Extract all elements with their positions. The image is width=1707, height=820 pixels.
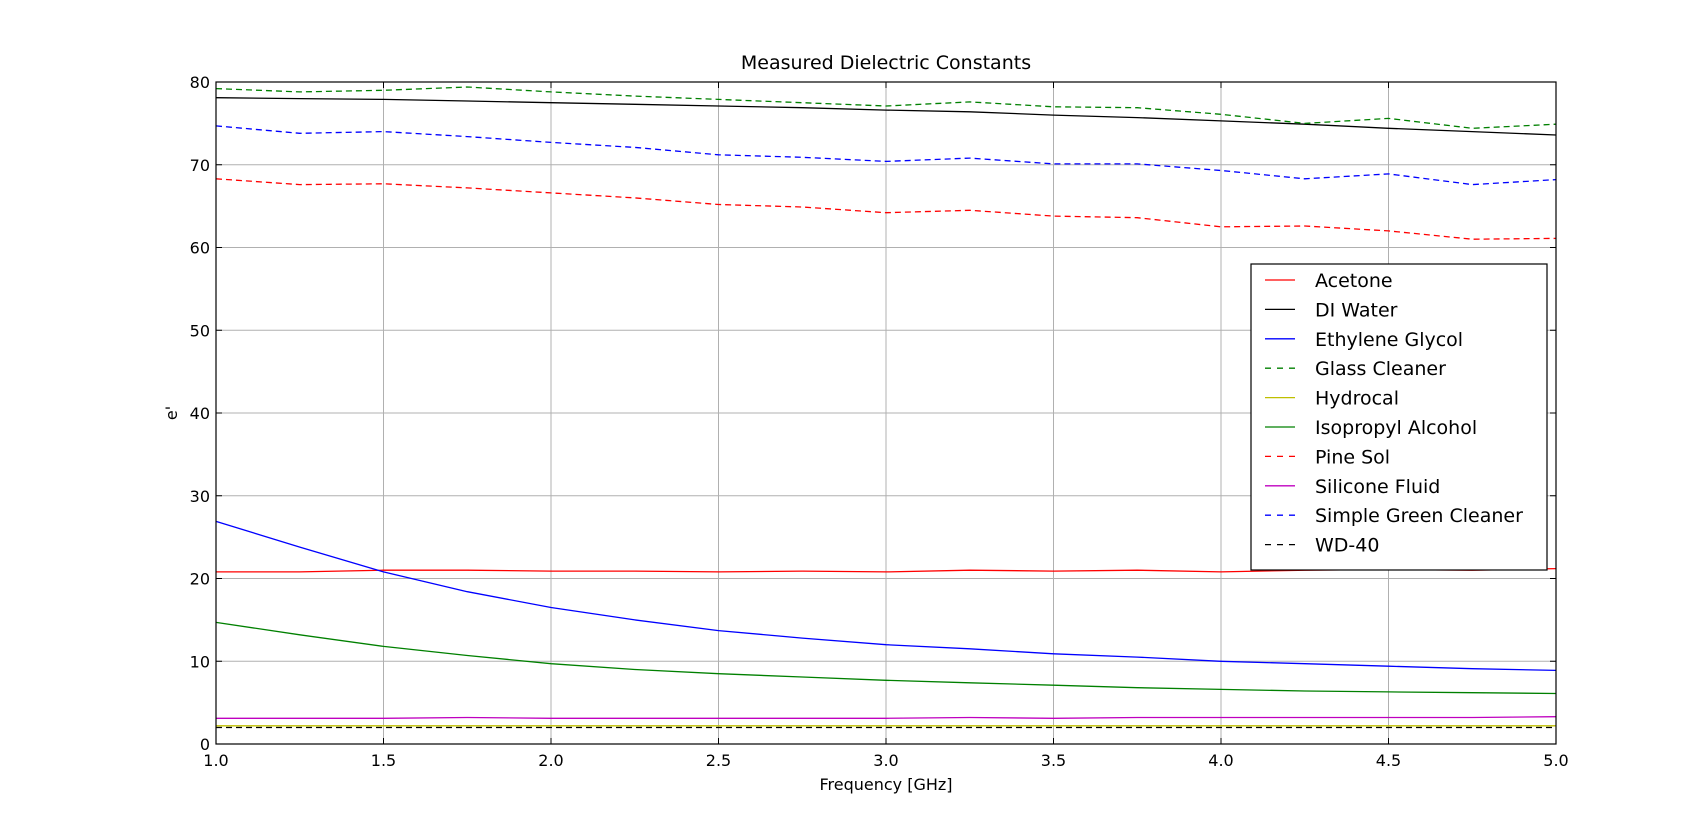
legend-label: Isopropyl Alcohol <box>1315 417 1477 439</box>
x-tick-label: 1.0 <box>203 751 228 770</box>
series-line-ethylene-glycol <box>215 520 1557 672</box>
legend-label: Acetone <box>1315 270 1393 292</box>
legend-entry: WD-40 <box>1265 535 1379 557</box>
legend-entry: Simple Green Cleaner <box>1265 505 1523 527</box>
series-line-glass-cleaner <box>215 86 1557 129</box>
legend-entry: Glass Cleaner <box>1265 358 1446 380</box>
legend-label: Simple Green Cleaner <box>1315 505 1523 527</box>
legend-entry: Acetone <box>1265 270 1393 292</box>
x-tick-label: 2.0 <box>538 751 563 770</box>
x-axis-title: Frequency [GHz] <box>819 775 952 794</box>
y-tick-label: 30 <box>190 487 210 506</box>
legend-label: Ethylene Glycol <box>1315 329 1463 351</box>
legend-entry: Ethylene Glycol <box>1265 329 1463 351</box>
y-tick-label: 80 <box>190 73 210 92</box>
y-tick-label: 50 <box>190 321 210 340</box>
x-tick-label: 5.0 <box>1543 751 1568 770</box>
legend-label: WD-40 <box>1315 535 1379 557</box>
y-axis-title: e' <box>162 406 181 420</box>
x-tick-label: 1.5 <box>371 751 396 770</box>
legend-entry: Isopropyl Alcohol <box>1265 417 1477 439</box>
series-line-pine-sol <box>215 178 1557 240</box>
series-line-isopropyl-alcohol <box>215 621 1557 695</box>
legend-label: Silicone Fluid <box>1315 476 1440 498</box>
legend-entry: Silicone Fluid <box>1265 476 1440 498</box>
legend-entry: Pine Sol <box>1265 446 1390 468</box>
chart-title: Measured Dielectric Constants <box>741 52 1031 74</box>
legend-label: DI Water <box>1315 299 1398 321</box>
y-tick-label: 0 <box>200 735 210 754</box>
y-tick-label: 10 <box>190 652 210 671</box>
legend: Acetone DI Water Ethylene Glycol Glass Clea… <box>1250 263 1548 571</box>
x-axis-ticks: 1.0 1.5 2.0 2.5 3.0 3.5 4.0 4.5 5.0 <box>203 82 1569 770</box>
legend-label: Hydrocal <box>1315 388 1399 410</box>
x-tick-label: 4.0 <box>1208 751 1233 770</box>
legend-items: Acetone DI Water Ethylene Glycol Glass Clea… <box>1265 270 1523 557</box>
x-tick-label: 4.5 <box>1376 751 1401 770</box>
series-line-silicone-fluid <box>216 716 1557 719</box>
legend-label: Pine Sol <box>1315 446 1390 468</box>
y-tick-label: 70 <box>190 156 210 175</box>
x-tick-label: 3.0 <box>873 751 898 770</box>
legend-label: Glass Cleaner <box>1315 358 1446 380</box>
x-tick-label: 2.5 <box>706 751 731 770</box>
y-axis-ticks: 0 10 20 30 40 50 60 70 80 <box>190 73 1556 754</box>
series-line-simple-green-cleaner <box>215 125 1557 186</box>
series-line-di-water <box>215 97 1557 136</box>
legend-box <box>1250 263 1548 571</box>
legend-entry: Hydrocal <box>1265 388 1399 410</box>
y-tick-label: 40 <box>190 404 210 423</box>
y-tick-label: 20 <box>190 570 210 589</box>
y-tick-label: 60 <box>190 239 210 258</box>
legend-entry: DI Water <box>1265 299 1398 321</box>
x-tick-label: 3.5 <box>1041 751 1066 770</box>
